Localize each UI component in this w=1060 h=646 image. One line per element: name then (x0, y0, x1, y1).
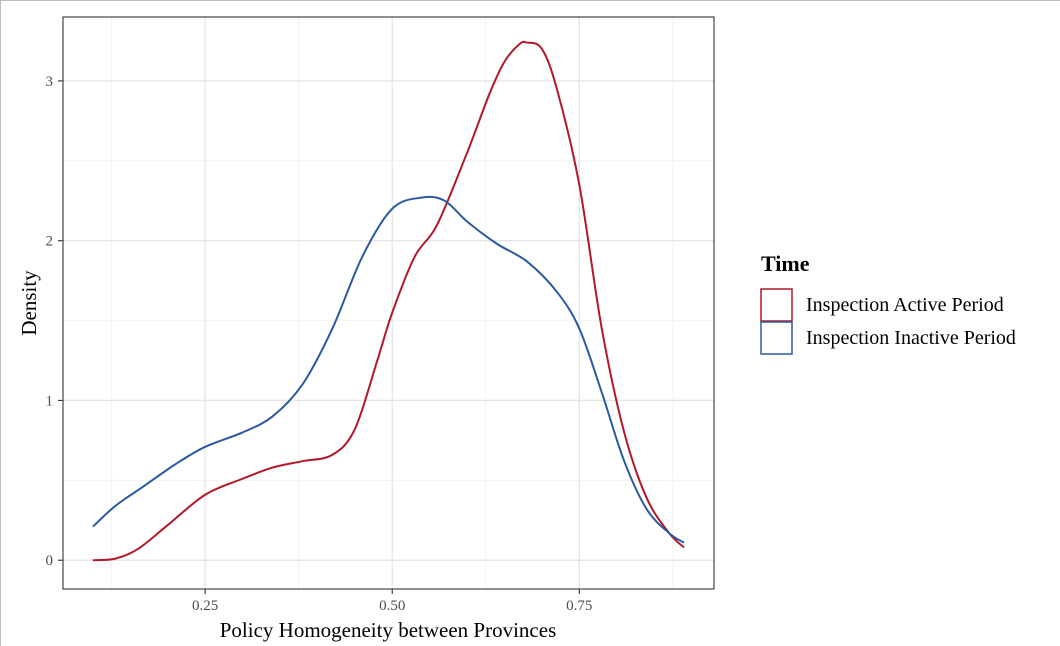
legend-key (760, 288, 793, 322)
x-tick-label: 0.75 (566, 598, 592, 614)
legend-label: Inspection Inactive Period (806, 327, 1016, 349)
x-tick-label: 0.25 (192, 598, 218, 614)
series-line-inspection-active-period (92, 40, 685, 562)
legend: Time Inspection Active Period Inspection … (760, 251, 1016, 355)
series-lines (92, 40, 685, 562)
grid-lines (63, 17, 714, 589)
x-tick-label: 0.50 (379, 598, 405, 614)
plot-panel-border (62, 16, 715, 590)
y-tick-label: 0 (46, 553, 54, 569)
legend-key (760, 321, 793, 355)
y-tick-label: 1 (46, 393, 54, 409)
x-axis-ticks: 0.25 0.50 0.75 (192, 589, 592, 614)
legend-title: Time (761, 251, 810, 276)
legend-label: Inspection Active Period (806, 294, 1004, 316)
y-axis-ticks: 0 1 2 3 (46, 74, 63, 569)
y-axis-label: Density (17, 270, 41, 336)
series-line-inspection-inactive-period (92, 195, 685, 544)
y-tick-label: 2 (46, 234, 54, 250)
x-axis-label: Policy Homogeneity between Provinces (220, 618, 557, 642)
y-tick-label: 3 (46, 74, 54, 90)
